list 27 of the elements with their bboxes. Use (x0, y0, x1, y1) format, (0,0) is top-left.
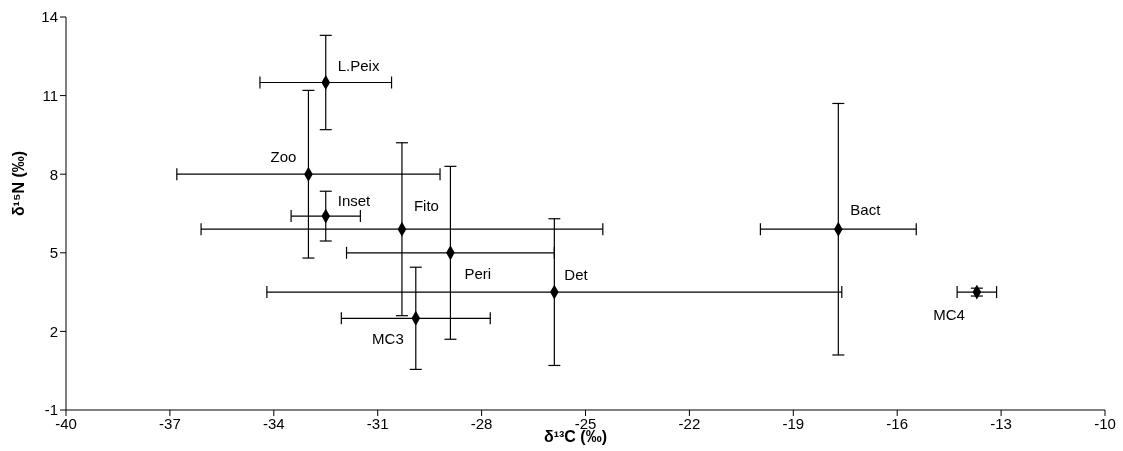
y-axis-title: δ¹⁵N (‰) (10, 150, 27, 217)
x-tick-label: -16 (886, 414, 909, 432)
x-tick-label: -13 (990, 414, 1012, 432)
x-tick-label: -10 (1094, 414, 1116, 432)
y-tick-label: 8 (49, 165, 58, 183)
series-label: Fito (413, 197, 439, 215)
x-tick-label: -19 (782, 414, 805, 432)
series-label: Peri (464, 264, 492, 282)
series-label: Zoo (270, 148, 297, 166)
series-label: Bact (850, 201, 882, 219)
x-tick-label: -28 (470, 414, 493, 432)
series-label: L.Peix (337, 56, 380, 74)
x-tick-label: -34 (262, 414, 285, 432)
y-tick-label: 14 (41, 8, 58, 26)
y-tick-label: 11 (42, 86, 58, 104)
series-label: Det (564, 266, 589, 284)
y-tick-label: 2 (49, 322, 58, 340)
x-tick-label: -31 (366, 414, 389, 432)
y-tick-label: 5 (49, 244, 58, 262)
series-label: Inset (337, 192, 372, 210)
series-label: MC3 (372, 330, 404, 348)
x-axis-title: δ¹³C (‰) (543, 428, 608, 445)
x-tick-label: -37 (159, 414, 181, 432)
series-label: MC4 (933, 306, 965, 324)
x-tick-label: -22 (678, 414, 701, 432)
y-tick-label: -1 (44, 401, 58, 419)
x-tick-label: -40 (55, 414, 77, 432)
